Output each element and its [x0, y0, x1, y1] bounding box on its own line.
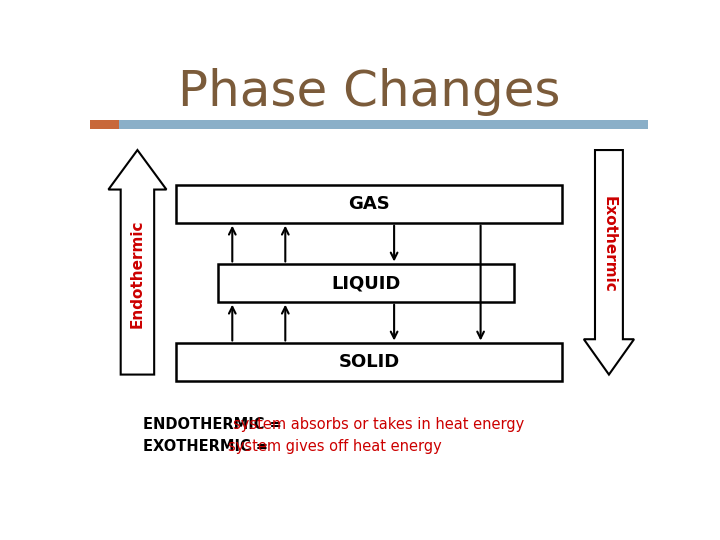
- Polygon shape: [584, 150, 634, 375]
- Bar: [176, 185, 562, 223]
- Text: GAS: GAS: [348, 195, 390, 213]
- Text: system absorbs or takes in heat energy: system absorbs or takes in heat energy: [233, 417, 525, 432]
- Text: ENDOTHERMIC =: ENDOTHERMIC =: [143, 417, 282, 432]
- Text: Exothermic: Exothermic: [601, 196, 616, 293]
- Text: EXOTHERMIC =: EXOTHERMIC =: [143, 439, 268, 454]
- Bar: [176, 343, 562, 381]
- Polygon shape: [109, 150, 166, 375]
- Bar: [218, 265, 514, 302]
- Bar: [90, 120, 119, 129]
- Text: LIQUID: LIQUID: [331, 274, 401, 292]
- Text: system gives off heat energy: system gives off heat energy: [228, 439, 441, 454]
- Text: Endothermic: Endothermic: [130, 219, 145, 328]
- Bar: [90, 120, 648, 129]
- Text: SOLID: SOLID: [338, 353, 400, 371]
- Text: Phase Changes: Phase Changes: [178, 68, 560, 116]
